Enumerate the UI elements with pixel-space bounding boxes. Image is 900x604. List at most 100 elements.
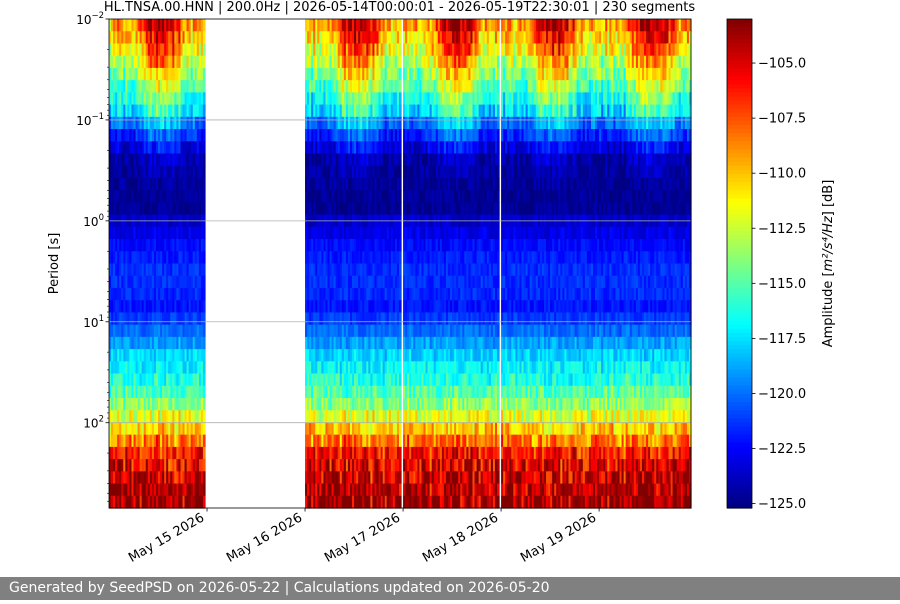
- heatmap-cell: [370, 80, 374, 93]
- heatmap-cell: [115, 361, 118, 375]
- heatmap-cell: [349, 190, 353, 203]
- heatmap-cell: [339, 324, 343, 338]
- heatmap-cell: [313, 226, 316, 240]
- heatmap-cell: [435, 373, 439, 387]
- heatmap-cell: [407, 116, 410, 130]
- heatmap-cell: [384, 312, 388, 326]
- heatmap-cell: [380, 190, 384, 203]
- heatmap-cell: [431, 202, 435, 216]
- heatmap-cell: [143, 190, 147, 203]
- heatmap-cell: [196, 459, 200, 472]
- heatmap-cell: [425, 336, 429, 350]
- heatmap-cell: [464, 373, 467, 387]
- heatmap-cell: [141, 385, 145, 399]
- heatmap-cell: [384, 459, 388, 472]
- heatmap-cell: [394, 263, 398, 277]
- heatmap-cell: [129, 483, 133, 497]
- heatmap-cell: [168, 300, 171, 313]
- heatmap-cell: [431, 324, 435, 338]
- heatmap-cell: [352, 55, 355, 69]
- heatmap-cell: [180, 104, 184, 118]
- heatmap-cell: [343, 263, 347, 277]
- heatmap-cell: [153, 349, 157, 362]
- heatmap-cell: [431, 361, 435, 375]
- heatmap-cell: [137, 129, 141, 142]
- heatmap-cell: [160, 226, 163, 240]
- heatmap-cell: [113, 385, 116, 399]
- heatmap-cell: [356, 434, 359, 448]
- heatmap-cell: [425, 471, 429, 485]
- heatmap-cell: [137, 251, 141, 265]
- heatmap-cell: [307, 55, 310, 69]
- heatmap-cell: [145, 422, 149, 436]
- heatmap-cell: [323, 471, 327, 485]
- heatmap-cell: [178, 495, 182, 509]
- heatmap-cell: [137, 92, 141, 106]
- heatmap-cell: [352, 104, 355, 118]
- heatmap-cell: [327, 80, 331, 93]
- heatmap-cell: [133, 397, 137, 411]
- heatmap-cell: [431, 190, 435, 203]
- heatmap-cell: [376, 239, 380, 252]
- heatmap-cell: [376, 275, 380, 289]
- heatmap-cell: [447, 349, 451, 362]
- heatmap-cell: [360, 31, 363, 45]
- heatmap-cell: [343, 104, 347, 118]
- heatmap-cell: [164, 239, 167, 252]
- heatmap-cell: [192, 80, 196, 93]
- heatmap-cell: [162, 19, 165, 32]
- heatmap-cell: [339, 153, 343, 167]
- heatmap-cell: [200, 446, 204, 460]
- heatmap-cell: [327, 446, 331, 460]
- heatmap-cell: [439, 202, 443, 216]
- heatmap-cell: [443, 361, 447, 375]
- heatmap-cell: [127, 459, 131, 472]
- heatmap-cell: [194, 153, 198, 167]
- heatmap-cell: [392, 324, 396, 338]
- heatmap-cell: [413, 312, 416, 326]
- heatmap-cell: [192, 31, 196, 45]
- heatmap-cell: [151, 129, 155, 142]
- heatmap-cell: [443, 153, 447, 167]
- heatmap-cell: [372, 385, 376, 399]
- heatmap-cell: [390, 434, 394, 448]
- heatmap-cell: [149, 263, 153, 277]
- heatmap-cell: [349, 104, 353, 118]
- heatmap-cell: [143, 239, 147, 252]
- heatmap-cell: [317, 349, 320, 362]
- heatmap-cell: [403, 129, 406, 142]
- heatmap-cell: [168, 202, 171, 216]
- heatmap-cell: [194, 31, 198, 45]
- heatmap-cell: [392, 410, 396, 424]
- heatmap-cell: [117, 397, 120, 411]
- heatmap-cell: [115, 92, 118, 106]
- heatmap-cell: [347, 385, 351, 399]
- heatmap-cell: [313, 410, 316, 424]
- heatmap-cell: [170, 202, 173, 216]
- heatmap-cell: [137, 324, 141, 338]
- heatmap-cell: [178, 129, 182, 142]
- heatmap-cell: [458, 202, 461, 216]
- heatmap-cell: [149, 373, 153, 387]
- heatmap-cell: [121, 190, 124, 203]
- heatmap-cell: [450, 349, 453, 362]
- heatmap-cell: [325, 349, 329, 362]
- heatmap-cell: [386, 471, 390, 485]
- heatmap-cell: [384, 226, 388, 240]
- heatmap-cell: [182, 190, 186, 203]
- heatmap-cell: [394, 116, 398, 130]
- heatmap-cell: [421, 483, 425, 497]
- heatmap-cell: [305, 31, 308, 45]
- heatmap-cell: [443, 239, 447, 252]
- heatmap-cell: [109, 251, 112, 265]
- heatmap-cell: [441, 165, 445, 179]
- heatmap-cell: [311, 373, 314, 387]
- heatmap-cell: [347, 80, 351, 93]
- heatmap-cell: [196, 190, 200, 203]
- heatmap-cell: [403, 324, 406, 338]
- heatmap-cell: [458, 263, 461, 277]
- heatmap-cell: [170, 43, 173, 57]
- heatmap-cell: [390, 80, 394, 93]
- heatmap-cell: [313, 446, 316, 460]
- heatmap-cell: [309, 177, 312, 191]
